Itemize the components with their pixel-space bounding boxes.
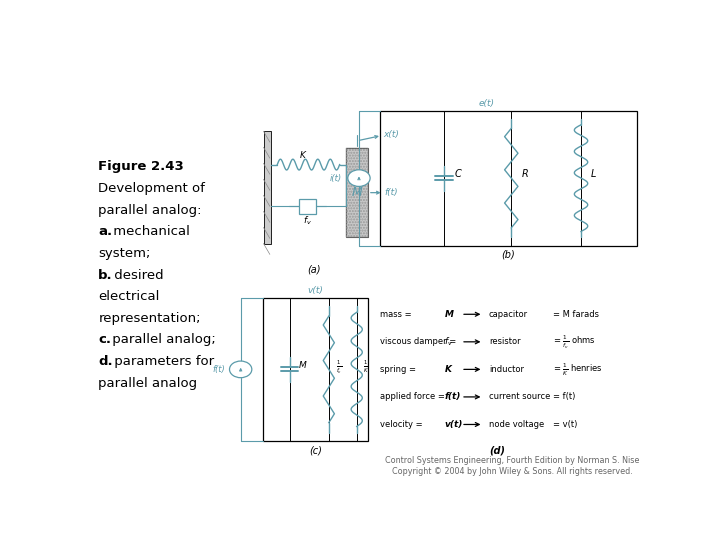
Text: x(t): x(t) xyxy=(384,130,400,139)
Bar xyxy=(380,111,637,246)
Text: v(t): v(t) xyxy=(307,286,323,295)
Text: v(t): v(t) xyxy=(444,420,463,429)
Text: = M farads: = M farads xyxy=(553,310,599,319)
Text: node voltage: node voltage xyxy=(489,420,544,429)
Text: c.: c. xyxy=(99,333,112,346)
Text: mass =: mass = xyxy=(380,310,412,319)
Text: (a): (a) xyxy=(307,265,321,274)
Text: M: M xyxy=(299,361,307,370)
Text: (b): (b) xyxy=(502,250,516,260)
Text: $f_v$: $f_v$ xyxy=(444,335,454,348)
Text: = v(t): = v(t) xyxy=(553,420,577,429)
Text: = $\frac{1}{K}$ henries: = $\frac{1}{K}$ henries xyxy=(553,361,603,377)
Text: d.: d. xyxy=(99,355,113,368)
Bar xyxy=(346,148,368,238)
Text: f(t): f(t) xyxy=(384,188,398,197)
Text: (d): (d) xyxy=(490,446,505,455)
Text: representation;: representation; xyxy=(99,312,201,325)
Text: R: R xyxy=(521,169,528,179)
Text: = $\frac{1}{f_v}$ ohms: = $\frac{1}{f_v}$ ohms xyxy=(553,333,595,350)
Text: f(t): f(t) xyxy=(212,365,225,374)
Text: parallel analog: parallel analog xyxy=(99,377,197,390)
Text: Figure 2.43: Figure 2.43 xyxy=(99,160,184,173)
Bar xyxy=(300,199,316,214)
Text: $\frac{1}{K}$: $\frac{1}{K}$ xyxy=(364,359,369,375)
Text: electrical: electrical xyxy=(99,290,160,303)
Bar xyxy=(264,131,271,244)
Text: mechanical: mechanical xyxy=(109,225,190,238)
Text: desired: desired xyxy=(109,268,163,281)
Text: current source: current source xyxy=(489,393,550,401)
Text: system;: system; xyxy=(99,247,150,260)
Text: = f(t): = f(t) xyxy=(553,393,575,401)
Text: M: M xyxy=(444,310,454,319)
Text: L: L xyxy=(591,169,596,179)
Text: (c): (c) xyxy=(309,446,322,455)
Text: Control Systems Engineering, Fourth Edition by Norman S. Nise
Copyright © 2004 b: Control Systems Engineering, Fourth Edit… xyxy=(385,456,639,476)
Text: spring =: spring = xyxy=(380,365,416,374)
Text: Development of: Development of xyxy=(99,182,205,195)
Text: e(t): e(t) xyxy=(478,99,494,107)
Text: parallel analog;: parallel analog; xyxy=(109,333,216,346)
Bar xyxy=(346,148,368,238)
Text: parallel analog:: parallel analog: xyxy=(99,204,202,217)
Text: capacitor: capacitor xyxy=(489,310,528,319)
Text: $\frac{1}{f_v}$: $\frac{1}{f_v}$ xyxy=(336,359,342,376)
Text: velocity =: velocity = xyxy=(380,420,423,429)
Text: $f_v$: $f_v$ xyxy=(303,214,312,227)
Text: b.: b. xyxy=(99,268,113,281)
Text: M: M xyxy=(351,186,362,199)
Text: resistor: resistor xyxy=(489,338,521,346)
Text: f(t): f(t) xyxy=(444,393,461,401)
Text: a.: a. xyxy=(99,225,112,238)
Text: parameters for: parameters for xyxy=(109,355,214,368)
Circle shape xyxy=(348,170,370,186)
Circle shape xyxy=(230,361,252,377)
Text: i(t): i(t) xyxy=(330,173,342,183)
Text: viscous damper =: viscous damper = xyxy=(380,338,456,346)
Text: applied force =: applied force = xyxy=(380,393,445,401)
Text: inductor: inductor xyxy=(489,365,524,374)
Text: K: K xyxy=(300,151,306,160)
Bar xyxy=(263,298,368,441)
Text: C: C xyxy=(454,169,461,179)
Text: K: K xyxy=(444,365,451,374)
